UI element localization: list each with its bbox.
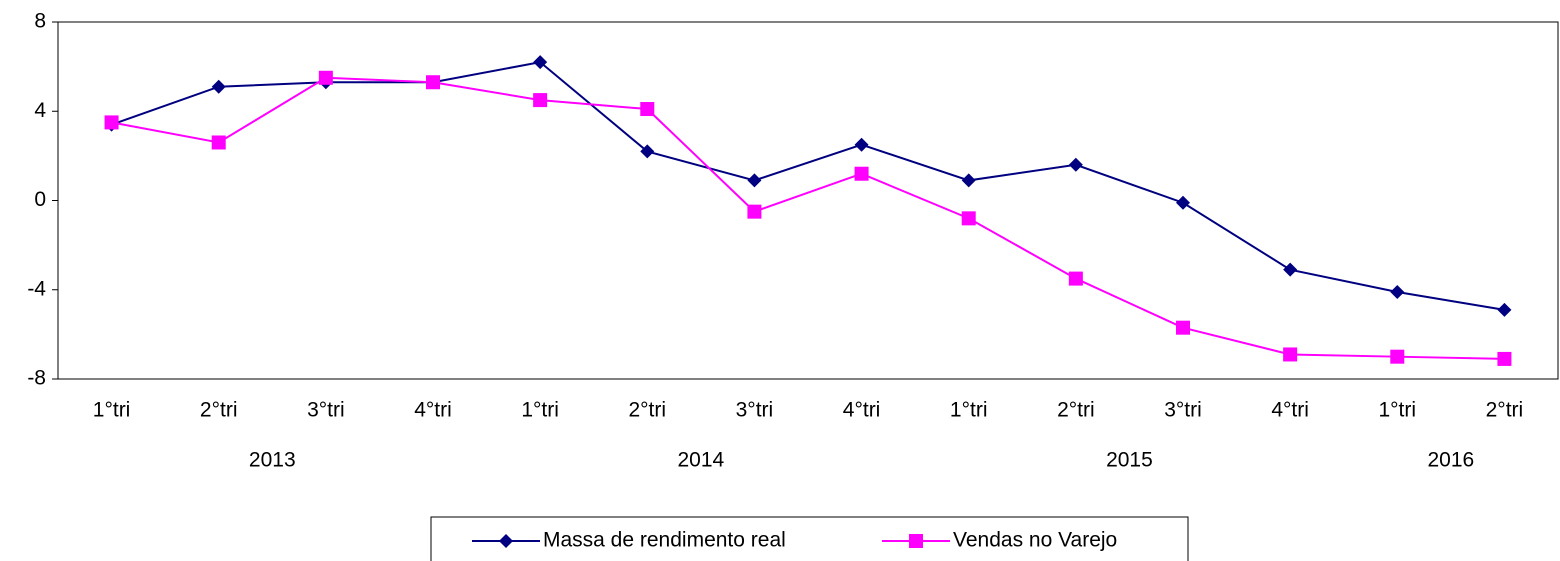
point <box>747 173 762 188</box>
y-tick-label: -4 <box>27 277 46 300</box>
plot-area <box>57 21 1559 380</box>
x-tick-label: 1°tri <box>93 399 131 422</box>
point <box>318 70 333 85</box>
x-tick-label: 3°tri <box>307 399 345 422</box>
x-tick-label: 4°tri <box>414 399 452 422</box>
legend-label: Massa de rendimento real <box>543 529 786 552</box>
point <box>640 102 655 117</box>
legend-box <box>430 516 1189 561</box>
y-tick-label: 0 <box>34 188 46 211</box>
y-tick-label: 8 <box>34 10 46 33</box>
series-line <box>111 76 1505 360</box>
x-tick-label: 3°tri <box>736 399 774 422</box>
x-tick-label: 1°tri <box>950 399 988 422</box>
point <box>854 166 869 181</box>
point <box>1497 351 1512 366</box>
x-tick-label: 1°tri <box>521 399 559 422</box>
x-tick-label: 2°tri <box>628 399 666 422</box>
x-group-label: 2016 <box>1427 449 1474 472</box>
point <box>533 93 548 108</box>
point <box>211 79 226 94</box>
point <box>1176 195 1190 210</box>
x-tick-label: 1°tri <box>1378 399 1416 422</box>
x-tick-label: 2°tri <box>200 399 238 422</box>
legend-marker <box>909 534 923 548</box>
point <box>104 115 119 130</box>
point <box>1068 271 1083 286</box>
point <box>961 173 976 188</box>
x-tick-label: 2°tri <box>1057 399 1095 422</box>
point <box>640 144 655 159</box>
point <box>1283 347 1298 362</box>
point <box>747 204 762 219</box>
x-tick-label: 4°tri <box>843 399 881 422</box>
series-line <box>111 61 1505 311</box>
point <box>1068 157 1083 172</box>
y-tick-label: -8 <box>27 367 46 390</box>
y-tick-label: 4 <box>34 99 46 122</box>
x-tick-label: 2°tri <box>1486 399 1524 422</box>
point <box>426 75 440 90</box>
x-tick-label: 3°tri <box>1164 399 1202 422</box>
point <box>1176 320 1190 335</box>
point <box>961 211 976 226</box>
point <box>1390 284 1405 299</box>
legend-label: Vendas no Varejo <box>953 529 1117 552</box>
point <box>1497 302 1512 317</box>
point <box>211 135 226 150</box>
point <box>1390 349 1405 364</box>
x-tick-label: 4°tri <box>1271 399 1309 422</box>
point <box>854 137 869 152</box>
point <box>1283 262 1298 277</box>
x-group-label: 2015 <box>1106 449 1153 472</box>
x-group-label: 2013 <box>249 449 296 472</box>
legend-marker <box>499 534 513 548</box>
point <box>533 55 548 70</box>
x-group-label: 2014 <box>677 449 724 472</box>
